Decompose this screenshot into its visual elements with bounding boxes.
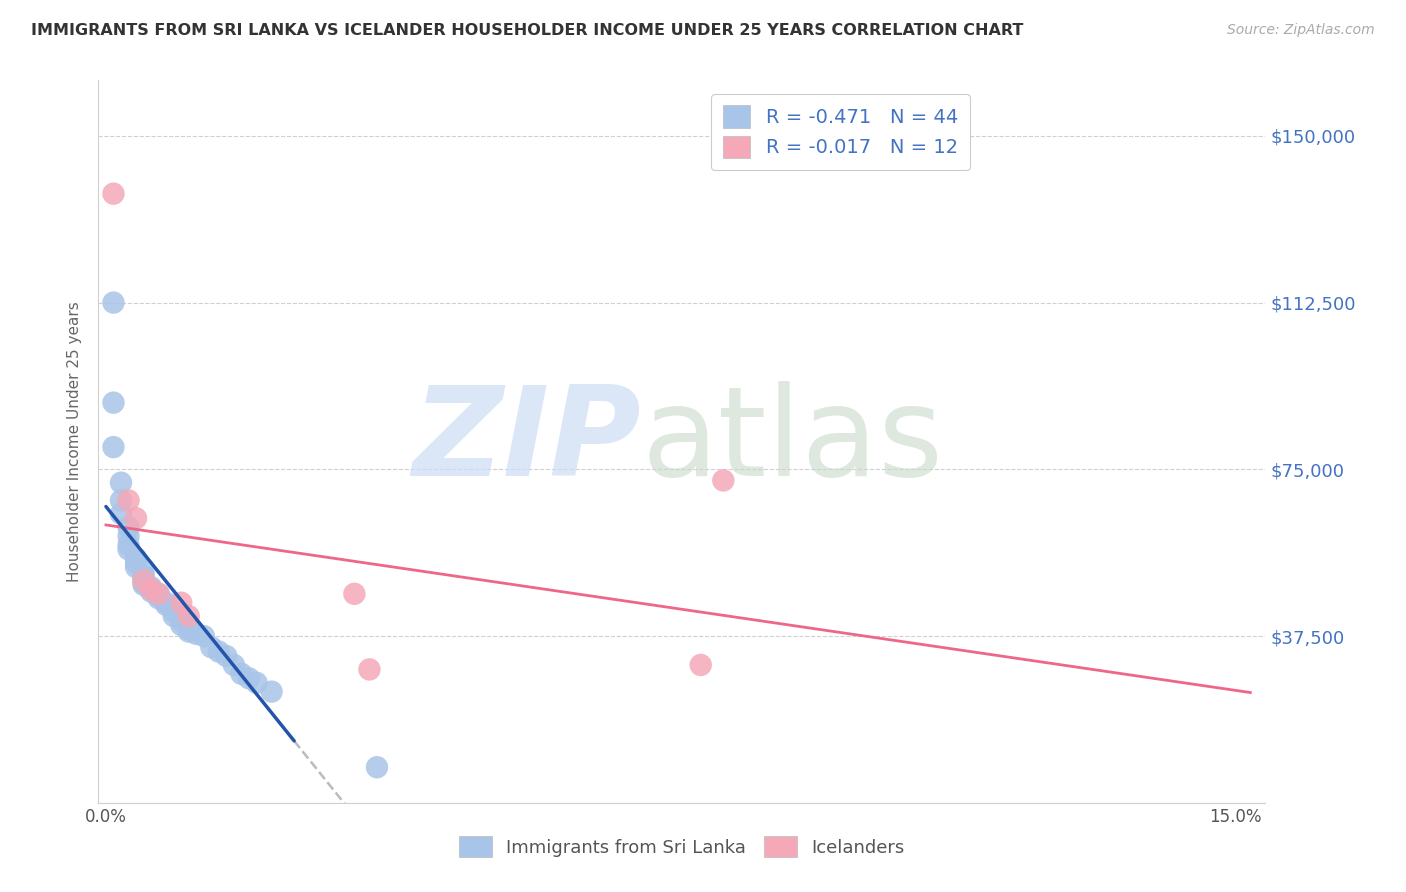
Point <box>148 591 170 606</box>
Point <box>132 571 155 585</box>
Point <box>103 440 125 454</box>
Point <box>132 565 155 579</box>
Point <box>125 556 148 570</box>
Point <box>148 589 170 603</box>
Point <box>215 649 238 664</box>
Point <box>193 629 215 643</box>
Point <box>117 542 139 557</box>
Point <box>163 609 186 624</box>
Point <box>148 587 170 601</box>
Point <box>117 520 139 534</box>
Point <box>103 395 125 409</box>
Point <box>132 574 155 588</box>
Point <box>139 582 162 597</box>
Point <box>132 574 155 588</box>
Point <box>139 582 162 597</box>
Point <box>238 671 260 685</box>
Point <box>163 605 186 619</box>
Point <box>359 662 381 676</box>
Text: ZIP: ZIP <box>412 381 641 502</box>
Point <box>103 295 125 310</box>
Point <box>343 587 366 601</box>
Point <box>139 580 162 594</box>
Point <box>132 578 155 592</box>
Point <box>132 575 155 590</box>
Point <box>117 493 139 508</box>
Y-axis label: Householder Income Under 25 years: Householder Income Under 25 years <box>67 301 83 582</box>
Point <box>689 657 711 672</box>
Point <box>177 609 200 624</box>
Point <box>711 474 734 488</box>
Point <box>148 587 170 601</box>
Point <box>222 657 245 672</box>
Point <box>110 507 132 521</box>
Point <box>200 640 222 655</box>
Text: IMMIGRANTS FROM SRI LANKA VS ICELANDER HOUSEHOLDER INCOME UNDER 25 YEARS CORRELA: IMMIGRANTS FROM SRI LANKA VS ICELANDER H… <box>31 23 1024 38</box>
Point <box>125 511 148 525</box>
Point <box>110 475 132 490</box>
Point <box>103 186 125 201</box>
Point <box>125 560 148 574</box>
Point <box>177 623 200 637</box>
Legend: Immigrants from Sri Lanka, Icelanders: Immigrants from Sri Lanka, Icelanders <box>450 827 914 866</box>
Point <box>231 666 253 681</box>
Point <box>117 538 139 552</box>
Point <box>208 645 231 659</box>
Point <box>155 598 177 612</box>
Point <box>186 627 208 641</box>
Point <box>155 596 177 610</box>
Text: Source: ZipAtlas.com: Source: ZipAtlas.com <box>1227 23 1375 37</box>
Point <box>125 551 148 566</box>
Point <box>132 569 155 583</box>
Point <box>110 493 132 508</box>
Point <box>177 624 200 639</box>
Point <box>260 684 283 698</box>
Point <box>170 618 193 632</box>
Point <box>245 675 267 690</box>
Text: atlas: atlas <box>641 381 943 502</box>
Point <box>117 529 139 543</box>
Point <box>170 596 193 610</box>
Point <box>366 760 388 774</box>
Point <box>170 614 193 628</box>
Point <box>139 584 162 599</box>
